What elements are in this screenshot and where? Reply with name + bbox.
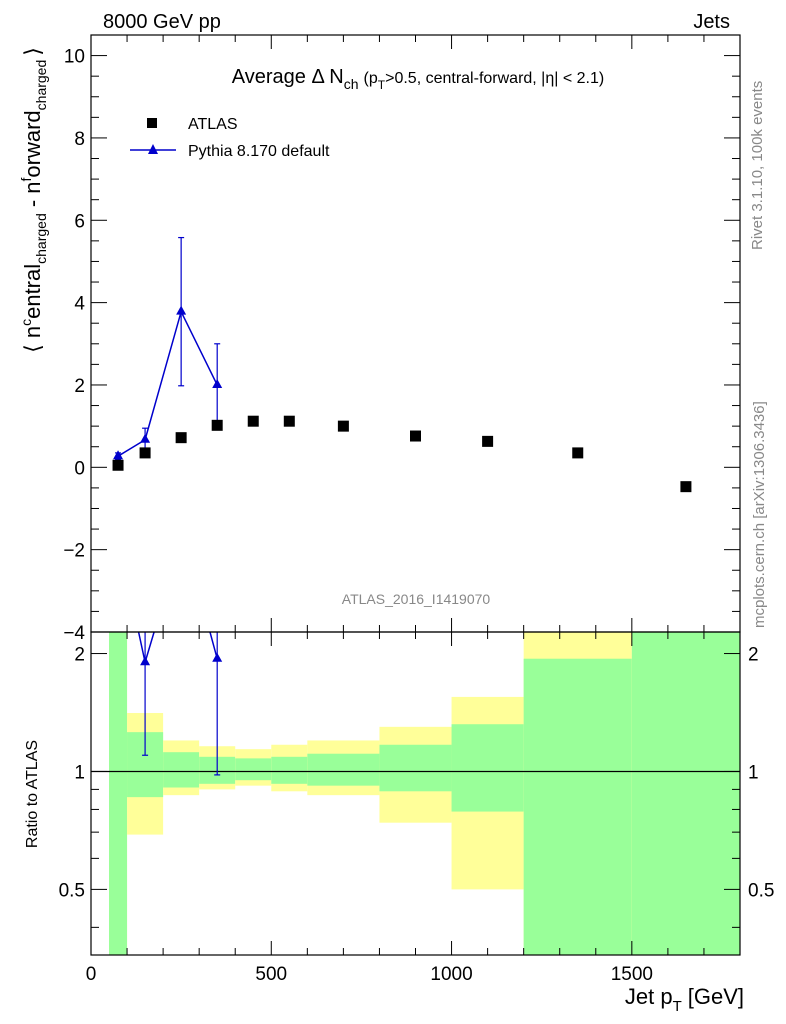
- ratio-band-inner: [523, 658, 632, 955]
- title-cond-rest: >0.5, central-forward, |η| < 2.1): [385, 70, 604, 87]
- legend-atlas-label: ATLAS: [188, 116, 238, 133]
- ratio-band-inner: [271, 756, 308, 784]
- chart-title: Average Δ Nch (pT>0.5, central-forward, |…: [232, 66, 604, 92]
- legend-pythia-label: Pythia 8.170 default: [188, 143, 330, 160]
- ratio-band-inner: [235, 758, 272, 781]
- pythia-point: [113, 450, 124, 460]
- atlas-data-point: [680, 481, 692, 493]
- ratio-y-tick-label-right: 0.5: [748, 880, 774, 901]
- legend-atlas-marker: [147, 118, 157, 128]
- ratio-y-tick-label: 2: [74, 645, 85, 666]
- axes: 0 500 1000 1500 −4 −2 0 2 4 6 8 10 0.5 0.5 1 1 2 2: [59, 34, 774, 985]
- pythia-line: [117, 309, 218, 457]
- atlas-data-point: [211, 419, 223, 431]
- y-tick-label: 10: [64, 47, 85, 68]
- atlas-data-point: [139, 447, 151, 459]
- y-tick-label: 2: [74, 376, 85, 397]
- mcplots-label: mcplots.cern.ch [arXiv:1306.3436]: [751, 401, 768, 628]
- ratio-y-tick-label: 0.5: [59, 880, 85, 901]
- y-tick-label: −2: [63, 541, 85, 562]
- ratio-pythia-line: [137, 631, 146, 663]
- x-tick-label: 1000: [430, 964, 472, 985]
- header-jets-label: Jets: [693, 11, 730, 33]
- ratio-y-axis-label: Ratio to ATLAS: [24, 740, 41, 848]
- x-axis-label: Jet pT [GeV]: [625, 984, 744, 1015]
- ratio-band-inner: [451, 724, 524, 812]
- ratio-band-inner: [631, 632, 740, 955]
- atlas-data-point: [112, 459, 124, 471]
- pythia-point: [212, 378, 223, 388]
- y-tick-label: 0: [74, 458, 85, 479]
- pythia-point: [140, 433, 151, 443]
- legend: ATLAS Pythia 8.170 default: [130, 116, 330, 160]
- ratio-band-inner: [163, 752, 200, 788]
- atlas-data-point: [482, 435, 494, 447]
- x-tick-label: 0: [86, 964, 97, 985]
- y-tick-label: 8: [74, 129, 85, 150]
- ratio-y-tick-label-right: 1: [748, 762, 759, 783]
- pythia-point: [176, 305, 187, 315]
- x-tick-label: 1500: [611, 964, 653, 985]
- title-sub: ch: [344, 76, 359, 92]
- main-plot-content: [112, 236, 692, 493]
- atlas-data-point: [175, 432, 187, 444]
- y-axis-label: ⟨ ncentralcharged - nforwardcharged⟩: [18, 47, 49, 353]
- y-tick-label: 4: [74, 294, 85, 315]
- ratio-plot-content: [137, 631, 223, 776]
- ratio-band-inner: [379, 744, 452, 792]
- legend-pythia-marker: [148, 144, 158, 154]
- rivet-label: Rivet 3.1.10, 100k events: [749, 81, 766, 250]
- ratio-band-inner: [109, 632, 128, 955]
- ratio-bands: [91, 632, 740, 955]
- x-tick-label: 500: [255, 964, 287, 985]
- atlas-data-point: [283, 415, 295, 427]
- atlas-data-point: [572, 447, 584, 459]
- ratio-pythia-line: [209, 631, 218, 659]
- ratio-y-tick-label: 1: [74, 762, 85, 783]
- atlas-data-point: [410, 430, 421, 442]
- title-main: Average Δ N: [232, 66, 344, 88]
- ratio-pythia-line: [144, 631, 155, 663]
- atlas-data-point: [247, 415, 259, 427]
- y-tick-label: 6: [74, 211, 85, 232]
- header-energy-label: 8000 GeV pp: [103, 11, 221, 33]
- ratio-y-tick-label-right: 2: [748, 645, 759, 666]
- analysis-watermark: ATLAS_2016_I1419070: [342, 591, 491, 607]
- atlas-data-point: [337, 420, 349, 432]
- ratio-band-inner: [307, 753, 380, 786]
- y-tick-label: −4: [63, 623, 85, 644]
- title-cond-sub: T: [378, 78, 386, 92]
- title-cond: (p: [364, 70, 378, 87]
